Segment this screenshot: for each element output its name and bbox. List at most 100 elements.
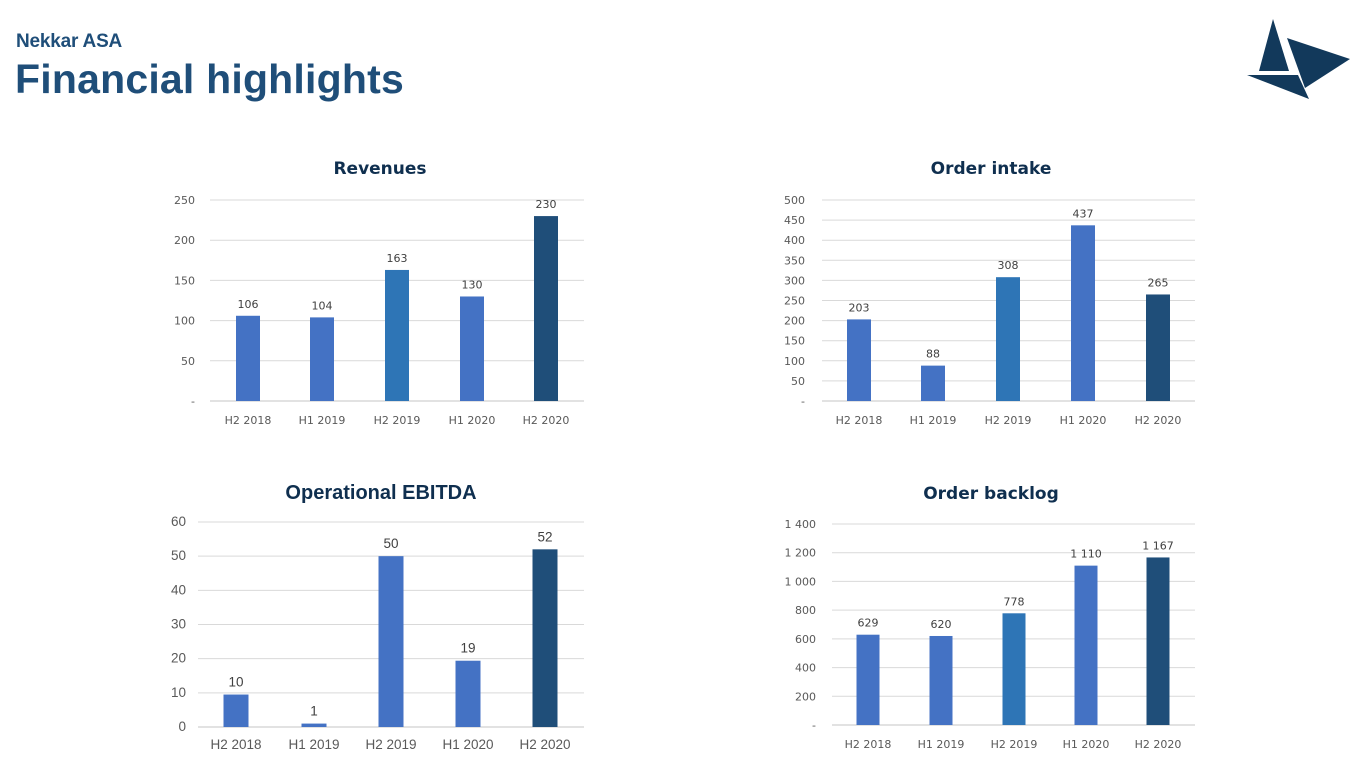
bar-h2-2020 [1146, 294, 1170, 401]
x-tick-label: H2 2020 [523, 414, 570, 427]
data-label: 629 [858, 617, 879, 630]
bar-h1-2020 [1074, 565, 1098, 725]
y-tick-label: 100 [784, 355, 805, 368]
y-tick-label: 1 000 [785, 575, 817, 588]
bar-h1-2019 [310, 317, 334, 401]
x-tick-label: H1 2020 [1063, 738, 1110, 751]
company-name: Nekkar ASA [16, 31, 123, 52]
y-tick-label: 200 [174, 234, 195, 247]
logo-sail-left [1259, 19, 1289, 71]
y-tick-label: 20 [171, 651, 186, 666]
x-tick-label: H1 2020 [449, 414, 496, 427]
nekkar-logo-icon [1247, 19, 1350, 99]
x-tick-label: H2 2018 [210, 737, 261, 752]
y-tick-label: 50 [171, 548, 186, 563]
y-tick-label: 150 [174, 274, 195, 287]
y-tick-label: 300 [784, 274, 805, 287]
data-label: 1 110 [1070, 548, 1102, 561]
y-tick-label: 100 [174, 315, 195, 328]
chart-revenues: Revenues - 50 100 150 200 250 106 H2 2018 104 H1 2… [174, 159, 584, 427]
y-tick-label: 50 [181, 355, 195, 368]
y-tick-label: - [191, 395, 195, 408]
x-tick-label: H1 2019 [288, 737, 339, 752]
chart-title: Revenues [333, 159, 426, 179]
y-tick-label: - [801, 395, 805, 408]
chart-title: Order intake [931, 159, 1052, 179]
x-tick-label: H1 2019 [910, 414, 957, 427]
x-tick-label: H2 2018 [845, 738, 892, 751]
y-tick-label: 250 [784, 295, 805, 308]
data-label: 163 [387, 252, 408, 265]
chart-title: Operational EBITDA [285, 482, 476, 504]
data-label: 265 [1148, 276, 1169, 289]
bar-h1-2019 [301, 723, 327, 727]
data-label: 50 [383, 536, 398, 551]
data-label: 10 [228, 675, 243, 690]
x-tick-label: H2 2018 [225, 414, 272, 427]
bar-h2-2018 [236, 315, 260, 401]
bar-h2-2019 [996, 277, 1020, 401]
data-label: 130 [462, 278, 483, 291]
y-tick-label: 500 [784, 194, 805, 207]
y-tick-label: 200 [784, 315, 805, 328]
y-tick-label: 200 [795, 690, 816, 703]
x-tick-label: H2 2020 [519, 737, 570, 752]
x-tick-label: H1 2020 [442, 737, 493, 752]
x-tick-label: H1 2019 [299, 414, 346, 427]
data-label: 620 [931, 618, 952, 631]
y-tick-label: 600 [795, 633, 816, 646]
x-tick-label: H1 2020 [1060, 414, 1107, 427]
data-label: 106 [238, 298, 259, 311]
chart-title: Order backlog [923, 484, 1059, 504]
y-tick-label: 400 [795, 662, 816, 675]
y-tick-label: 1 400 [785, 518, 817, 531]
y-tick-label: 60 [171, 514, 186, 529]
logo-hull [1247, 75, 1309, 99]
y-tick-label: 0 [178, 719, 186, 734]
x-tick-label: H2 2019 [985, 414, 1032, 427]
bar-h1-2020 [455, 660, 481, 727]
bar-h2-2020 [1146, 557, 1170, 725]
chart-order-intake: Order intake - 50 100 150 200 250 300 350 400 450 5… [784, 159, 1195, 427]
chart-operational-ebitda: Operational EBITDA 0 10 20 30 40 50 60 10 H2 2018… [171, 482, 584, 752]
data-label: 230 [536, 198, 557, 211]
bar-h1-2019 [921, 365, 945, 401]
bar-h2-2020 [532, 549, 558, 727]
y-tick-label: 30 [171, 617, 186, 632]
y-tick-label: 150 [784, 335, 805, 348]
data-label: 778 [1004, 595, 1025, 608]
y-tick-label: - [812, 719, 816, 732]
y-tick-label: 400 [784, 234, 805, 247]
bar-h2-2019 [378, 556, 404, 727]
bar-h2-2020 [534, 216, 558, 401]
bar-h2-2018 [223, 694, 249, 727]
x-tick-label: H2 2019 [365, 737, 416, 752]
y-tick-label: 10 [171, 685, 186, 700]
data-label: 88 [926, 348, 940, 361]
x-tick-label: H2 2019 [991, 738, 1038, 751]
y-tick-label: 40 [171, 582, 186, 597]
data-label: 1 [310, 704, 318, 719]
data-label: 203 [849, 301, 870, 314]
y-tick-label: 250 [174, 194, 195, 207]
y-tick-label: 800 [795, 604, 816, 617]
data-label: 437 [1073, 207, 1094, 220]
data-label: 1 167 [1142, 539, 1174, 552]
bar-h1-2020 [460, 296, 484, 401]
bar-h1-2020 [1071, 225, 1095, 401]
data-label: 104 [312, 299, 333, 312]
bar-h2-2018 [847, 319, 871, 401]
bar-h2-2019 [1002, 613, 1026, 725]
y-tick-label: 450 [784, 214, 805, 227]
bar-h2-2019 [385, 269, 409, 401]
bar-h2-2018 [856, 634, 880, 725]
x-tick-label: H2 2018 [836, 414, 883, 427]
data-label: 52 [537, 529, 552, 544]
logo-sail-right [1287, 38, 1350, 88]
chart-order-backlog: Order backlog - 200 400 600 800 1 000 1 200 1 40… [785, 484, 1195, 751]
page-title: Financial highlights [15, 56, 404, 102]
y-tick-label: 350 [784, 254, 805, 267]
data-label: 308 [998, 259, 1019, 272]
x-tick-label: H2 2020 [1135, 414, 1182, 427]
